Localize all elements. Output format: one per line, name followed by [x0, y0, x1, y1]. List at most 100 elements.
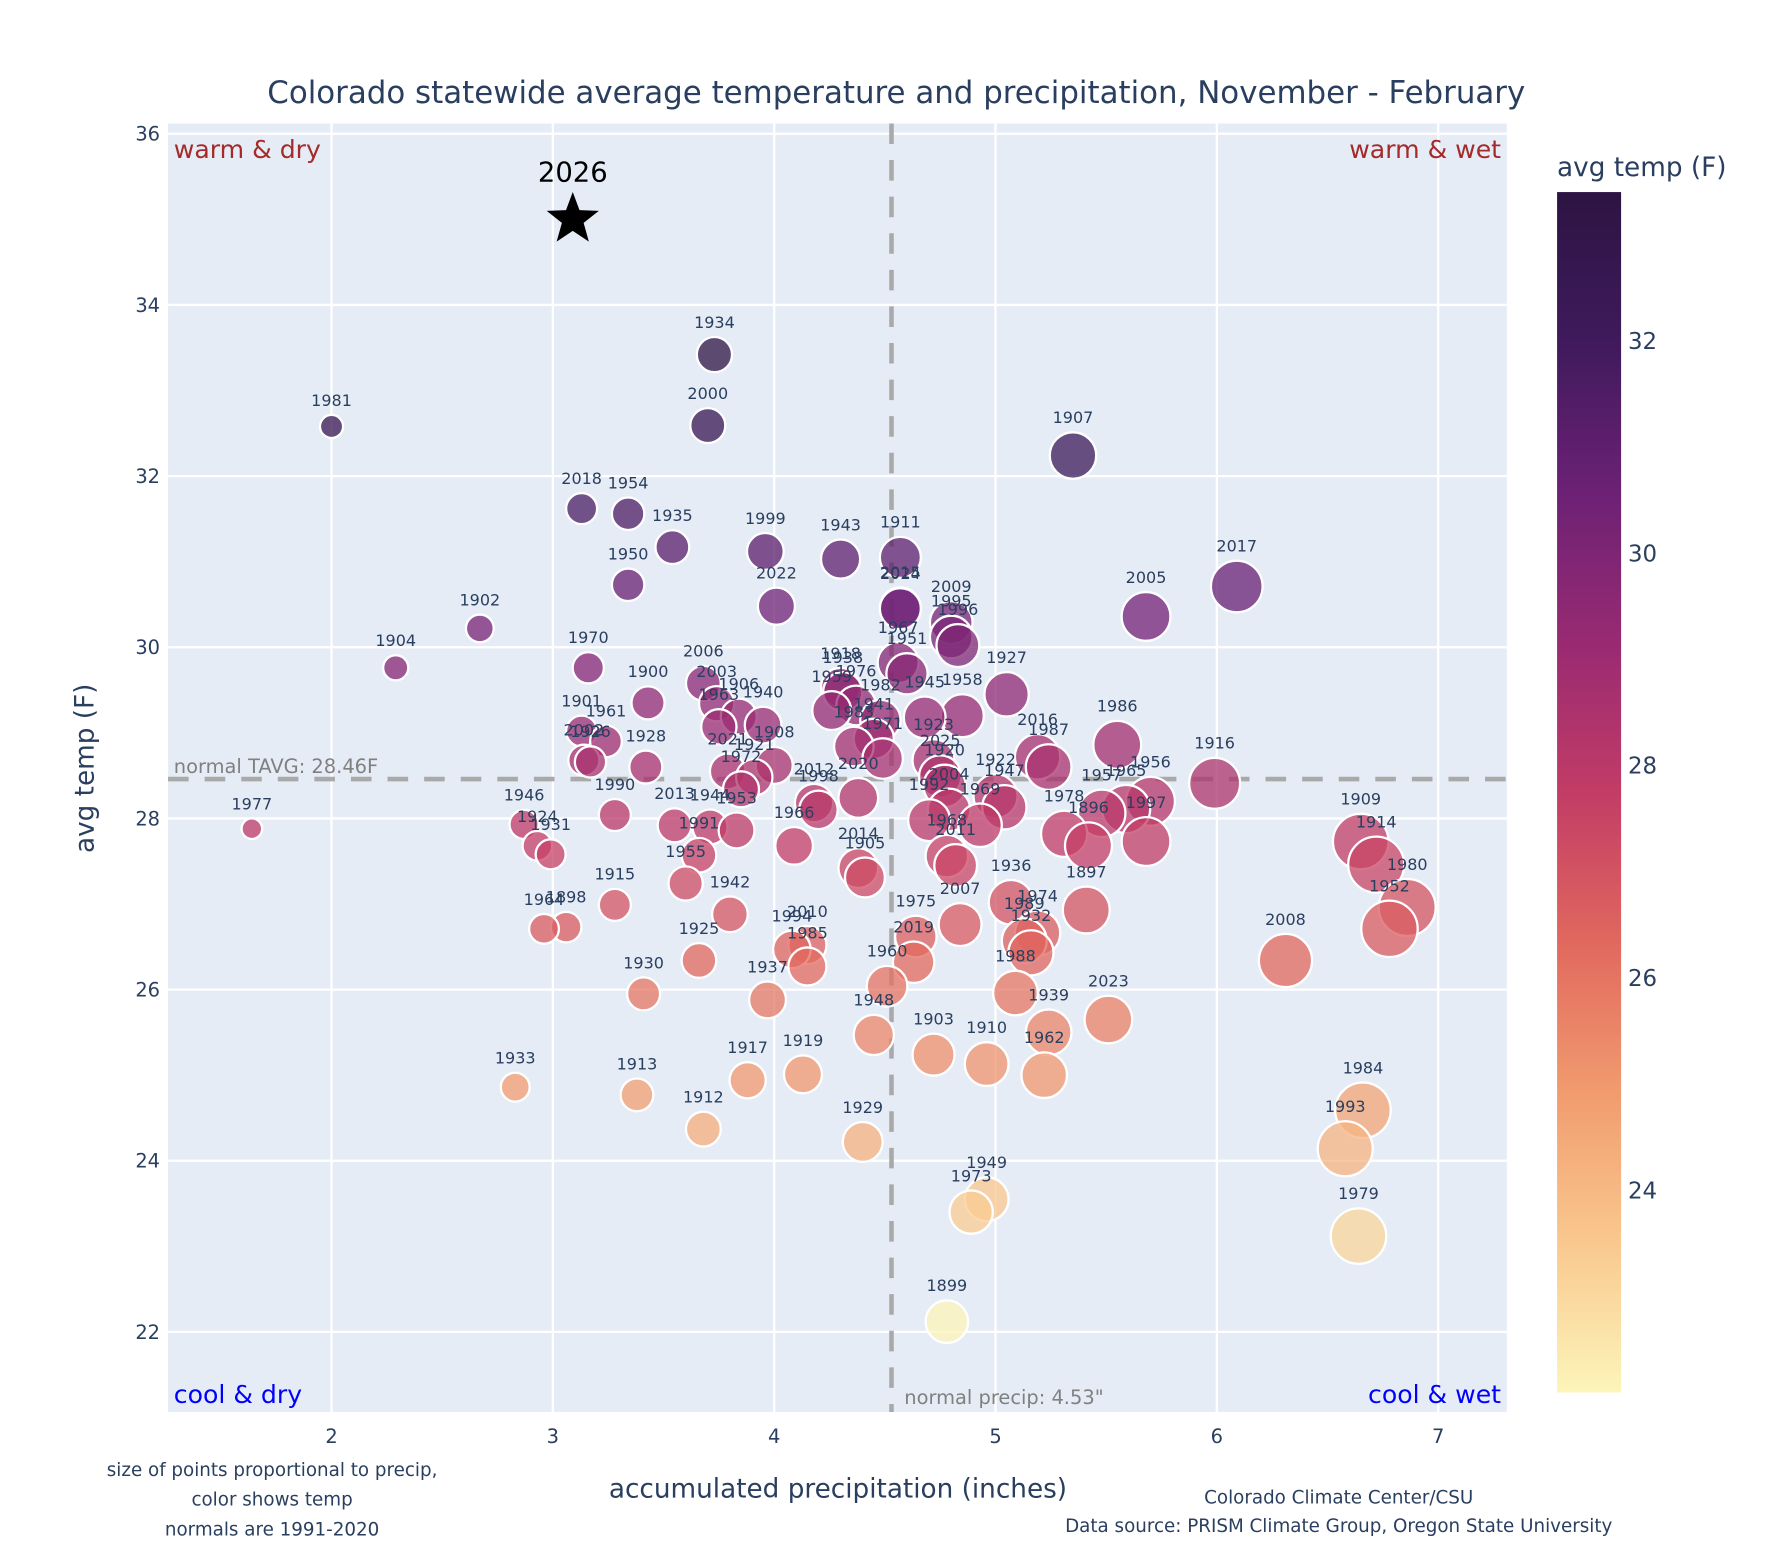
- colorbar-tick-label: 24: [1628, 1179, 1657, 1205]
- data-point-label: 1928: [625, 726, 666, 745]
- data-point: [626, 976, 662, 1012]
- data-point-label: 1902: [459, 590, 500, 609]
- data-point-label: 1929: [842, 1098, 883, 1117]
- data-point: [819, 538, 862, 580]
- y-tick-label: 28: [135, 807, 160, 830]
- data-point-label: 1934: [694, 313, 735, 332]
- data-point-label: 1954: [608, 473, 649, 492]
- data-point: [240, 817, 264, 841]
- footnote-left-line-1: size of points proportional to precip,: [107, 1460, 438, 1481]
- data-point: [935, 622, 981, 669]
- data-point-label: 1975: [895, 892, 936, 911]
- colorbar-tick-label: 32: [1628, 329, 1657, 355]
- data-point-label: 1914: [1356, 812, 1397, 831]
- data-point-label: 1961: [586, 701, 627, 720]
- data-point-label: 1939: [1028, 985, 1069, 1004]
- data-point-label: 1948: [853, 991, 894, 1010]
- data-point-label: 1944: [690, 785, 731, 804]
- data-point-label: 1942: [710, 872, 751, 891]
- data-point: [1347, 835, 1406, 894]
- data-point: [885, 652, 929, 696]
- data-point: [318, 413, 345, 440]
- data-point-label: 1941: [853, 695, 894, 714]
- data-point-label: 1937: [747, 957, 788, 976]
- data-point-label: 1911: [880, 513, 921, 532]
- data-point-label: 2019: [893, 917, 934, 936]
- data-point-label: 1993: [1325, 1097, 1366, 1116]
- data-point-label: 1999: [745, 509, 786, 528]
- data-point: [1188, 756, 1242, 810]
- data-point: [907, 798, 952, 843]
- data-point: [852, 1013, 896, 1057]
- data-point-label: 1998: [798, 766, 839, 785]
- colorbar: [1557, 192, 1622, 1393]
- data-point-label: 1916: [1194, 734, 1235, 753]
- data-point: [957, 802, 1003, 849]
- data-point: [924, 1299, 970, 1345]
- data-point: [1120, 590, 1172, 642]
- data-point-label: 2016: [1017, 710, 1058, 729]
- data-point: [695, 335, 734, 374]
- data-point: [597, 797, 632, 833]
- y-tick-label: 32: [135, 465, 160, 488]
- data-point: [902, 695, 947, 740]
- data-point-label: 1983: [834, 703, 875, 722]
- highlight-label: 2026: [538, 158, 608, 189]
- data-point-label: 1899: [926, 1276, 967, 1295]
- data-point-label: 1926: [570, 722, 611, 741]
- reference-lines: [168, 123, 1507, 1412]
- data-point: [571, 651, 606, 685]
- data-point-label: 1912: [683, 1088, 724, 1107]
- data-point: [689, 406, 727, 445]
- y-tick-label: 34: [135, 294, 160, 317]
- data-point-label: 1962: [1024, 1028, 1065, 1047]
- footnote-left-line-2: color shows temp: [191, 1490, 352, 1511]
- data-point-label: 2020: [838, 754, 879, 773]
- data-point-label: 1923: [913, 715, 954, 734]
- data-point-label: 1947: [984, 761, 1025, 780]
- data-point-label: 2022: [756, 563, 797, 582]
- data-point: [843, 856, 887, 899]
- data-point: [756, 586, 797, 626]
- data-point-label: 1921: [734, 735, 775, 754]
- data-point-label: 1994: [772, 906, 813, 925]
- data-point-label: 1969: [960, 779, 1001, 798]
- data-point-label: 2015: [880, 563, 921, 582]
- data-point-label: 1985: [787, 923, 828, 942]
- data-point: [684, 1110, 722, 1148]
- data-point: [861, 737, 905, 780]
- data-point-label: 2009: [931, 577, 972, 596]
- data-point: [933, 842, 979, 889]
- x-tick-label: 3: [547, 1425, 559, 1448]
- data-point: [610, 567, 646, 603]
- data-point-label: 2006: [683, 642, 724, 661]
- data-point-label: 1938: [822, 648, 863, 667]
- data-point-label: 1905: [845, 833, 886, 852]
- quadrant-label-cool-dry: cool & dry: [174, 1380, 302, 1409]
- data-point: [628, 749, 664, 785]
- data-point: [717, 811, 756, 850]
- footnote-data-source: Data source: PRISM Climate Group, Oregon…: [1065, 1516, 1612, 1537]
- data-point-label: 1952: [1369, 876, 1410, 895]
- data-point: [774, 825, 815, 866]
- data-point-label: 1933: [495, 1049, 536, 1068]
- y-tick-labels: 22 24 26 28 30 32 34 36: [135, 123, 160, 1344]
- data-point: [1329, 1207, 1388, 1265]
- star-icon: [546, 191, 599, 242]
- data-point-label: 1931: [530, 815, 571, 834]
- data-point-label: 1957: [1081, 765, 1122, 784]
- data-point-label: 1973: [951, 1166, 992, 1185]
- colorbar-title: avg temp (F): [1557, 153, 1726, 183]
- data-point-label: 1949: [966, 1153, 1007, 1172]
- data-point-label: 1980: [1387, 855, 1428, 874]
- x-axis-label: accumulated precipitation (inches): [609, 1475, 1067, 1505]
- data-point-label: 1913: [617, 1054, 658, 1073]
- data-point-label: 1901: [561, 691, 602, 710]
- data-point: [1007, 929, 1055, 977]
- data-point: [948, 1189, 994, 1235]
- normal-temp-label: normal TAVG: 28.46F: [174, 755, 378, 778]
- data-point-label: 1924: [517, 807, 558, 826]
- data-point-label: 1900: [628, 662, 669, 681]
